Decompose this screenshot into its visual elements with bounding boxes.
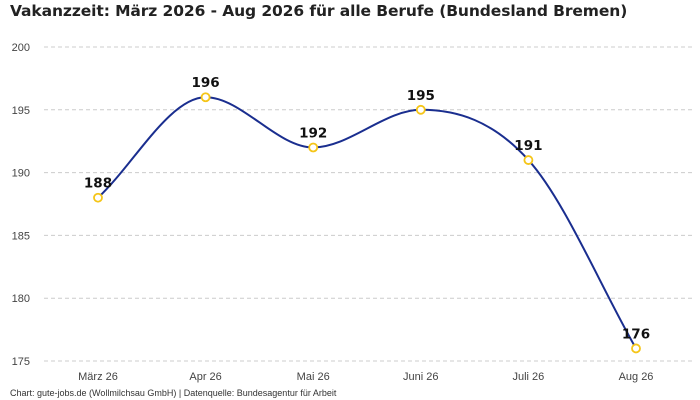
data-label: 188 bbox=[84, 176, 112, 192]
data-point-Juni 26 bbox=[415, 104, 426, 115]
x-tick-label: Apr 26 bbox=[189, 371, 221, 383]
data-markers bbox=[93, 92, 641, 354]
y-tick-label: 180 bbox=[12, 293, 30, 305]
chart-footer: Chart: gute-jobs.de (Wollmilchsau GmbH) … bbox=[10, 388, 337, 398]
data-label: 191 bbox=[514, 138, 542, 154]
data-label: 195 bbox=[407, 88, 435, 104]
data-point-Juli 26 bbox=[523, 155, 534, 165]
series-line bbox=[97, 96, 637, 349]
x-tick-label: Juni 26 bbox=[403, 371, 438, 383]
y-tick-label: 195 bbox=[12, 105, 30, 117]
data-label: 192 bbox=[299, 125, 327, 141]
data-labels: 188 196 192 195 191 176 bbox=[84, 75, 650, 342]
y-tick-label: 175 bbox=[12, 356, 30, 368]
x-axis-ticks: März 26 Apr 26 Mai 26 Juni 26 Juli 26 Aug 26 bbox=[78, 371, 653, 383]
y-tick-label: 185 bbox=[12, 230, 30, 242]
x-tick-label: März 26 bbox=[78, 371, 118, 383]
x-tick-label: Aug 26 bbox=[619, 371, 654, 383]
y-axis-ticks: 175 180 185 190 195 200 bbox=[12, 42, 30, 368]
chart-title: Vakanzzeit: März 2026 - Aug 2026 für all… bbox=[10, 2, 628, 20]
x-tick-label: Juli 26 bbox=[513, 371, 545, 383]
y-tick-label: 190 bbox=[12, 168, 30, 180]
data-point-Mai 26 bbox=[308, 142, 319, 153]
data-point-Apr 26 bbox=[200, 92, 211, 103]
data-label: 176 bbox=[622, 326, 650, 342]
data-point-Aug 26 bbox=[631, 343, 641, 354]
y-tick-label: 200 bbox=[12, 42, 30, 54]
data-point-März 26 bbox=[93, 192, 103, 203]
x-tick-label: Mai 26 bbox=[297, 371, 330, 383]
data-label: 196 bbox=[192, 75, 220, 91]
grid-lines bbox=[44, 46, 692, 362]
